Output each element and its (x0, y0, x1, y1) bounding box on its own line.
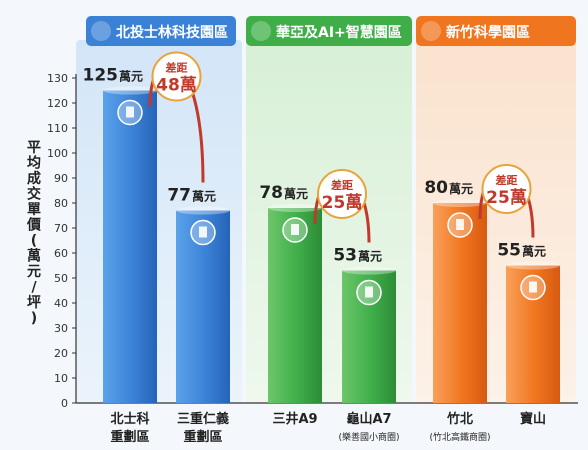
gap-label: 差距 (331, 178, 353, 192)
y-tick-label: 50 (54, 272, 68, 285)
data-label: 80 萬元 (424, 178, 473, 198)
x-tick-label: 竹北 (446, 411, 473, 427)
bar (433, 199, 487, 403)
y-tick-label: 90 (54, 172, 68, 185)
gap-bubble (481, 164, 532, 214)
x-tick-sublabel: (樂善國小商圈) (338, 431, 399, 443)
group-header-bg (416, 16, 576, 46)
y-tick-label: 60 (54, 247, 68, 260)
data-label: 77 萬元 (167, 186, 216, 206)
y-tick-label: 120 (47, 97, 68, 110)
y-tick-label: 30 (54, 322, 68, 335)
y-tick-label: 20 (54, 347, 68, 360)
data-label-unit: 萬元 (358, 249, 382, 264)
y-axis-title: 平均成交單價(萬元/坪) (26, 140, 42, 327)
group-header-icon (91, 21, 111, 41)
data-label-unit: 萬元 (284, 186, 308, 201)
gap-label: 差距 (166, 61, 188, 75)
x-tick-sublabel: (竹北高鐵商圈) (429, 431, 490, 443)
group-header: 新竹科學園區 (416, 16, 576, 46)
data-label-value: 80 (424, 178, 448, 198)
data-label: 53 萬元 (333, 246, 382, 266)
group-title: 華亞及AI+智慧園區 (276, 24, 402, 41)
data-label-value: 55 (497, 241, 521, 261)
icon-glyph (126, 106, 134, 118)
y-tick-label: 100 (47, 147, 68, 160)
group-header-bg (246, 16, 412, 46)
data-label-unit: 萬元 (522, 244, 546, 259)
x-tick-label: 龜山A7 (346, 411, 391, 427)
data-label-value: 77 (167, 186, 191, 206)
bar (268, 204, 322, 403)
bar (342, 266, 396, 403)
bar (103, 86, 157, 403)
bar (506, 261, 560, 403)
bar-cap (433, 199, 487, 207)
bar-body (268, 208, 322, 403)
group-title: 北投士林科技園區 (116, 24, 228, 41)
gap-value: 48萬 (156, 75, 197, 96)
x-tick-label: 寶山 (520, 411, 546, 427)
bar-cap (103, 86, 157, 95)
data-label-unit: 萬元 (449, 181, 473, 196)
data-label-value: 78 (259, 183, 283, 203)
gap-bubble (317, 169, 367, 219)
group-header-icon (251, 21, 271, 41)
gap-value: 25萬 (322, 192, 363, 213)
group-header: 華亞及AI+智慧園區 (246, 16, 412, 46)
data-label-unit: 萬元 (119, 69, 143, 84)
y-tick-label: 80 (54, 197, 68, 210)
y-tick-label: 10 (54, 372, 68, 385)
group-title: 新竹科學園區 (446, 24, 530, 41)
bar-cap (176, 206, 230, 215)
icon-glyph (456, 219, 464, 230)
x-tick-sublabel: 重劃區 (183, 429, 222, 445)
group-header: 北投士林科技園區 (86, 16, 236, 46)
icon-glyph (365, 286, 373, 298)
x-tick-label: 北士科 (110, 411, 149, 427)
data-label-value: 53 (333, 246, 357, 266)
x-tick-label: 三井A9 (272, 411, 317, 427)
y-tick-label: 40 (54, 297, 68, 310)
gap-value: 25萬 (486, 187, 527, 208)
y-tick-label: 70 (54, 222, 68, 235)
group-header-icon (421, 21, 441, 41)
bar-cap (268, 204, 322, 212)
bar-body (103, 90, 157, 403)
icon-glyph (529, 281, 537, 293)
data-label-value: 125 (83, 66, 119, 86)
bar-cap (506, 261, 560, 270)
bar-cap (342, 266, 396, 275)
group-header-bg (86, 16, 236, 46)
data-label: 55 萬元 (497, 241, 546, 261)
x-tick-sublabel: 重劃區 (110, 429, 149, 445)
data-label: 78 萬元 (259, 183, 308, 203)
gap-label: 差距 (496, 173, 518, 187)
data-label: 125 萬元 (83, 66, 144, 86)
y-tick-label: 0 (61, 397, 68, 410)
icon-glyph (199, 226, 207, 238)
icon-glyph (291, 224, 299, 235)
bar (176, 206, 230, 403)
y-tick-label: 130 (47, 72, 68, 85)
x-tick-label: 三重仁義 (177, 411, 229, 427)
gap-bubble (151, 51, 202, 102)
bar-body (176, 210, 230, 403)
data-label-unit: 萬元 (192, 189, 216, 204)
y-tick-label: 110 (47, 122, 68, 135)
